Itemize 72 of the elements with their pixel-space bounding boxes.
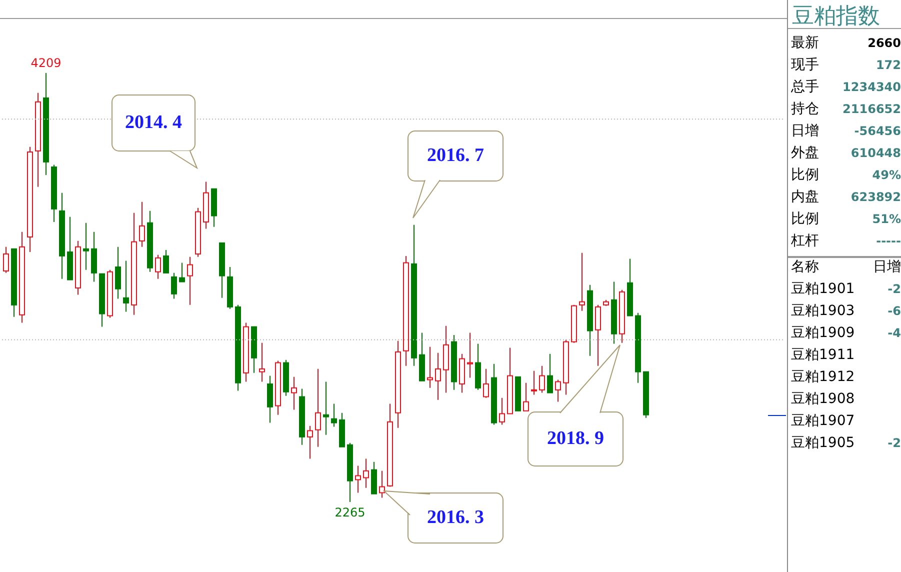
candlestick [259,342,265,382]
text: 豆粕1905 [791,434,855,453]
candlestick [3,246,9,274]
text: 1234340 [842,79,901,96]
text: 51% [872,211,901,228]
candlestick [467,332,473,378]
text: 豆粕1903 [791,302,855,321]
text: 2660 [868,35,901,52]
candlestick [123,260,129,312]
text: 比例 [791,210,819,229]
candlestick [435,352,441,400]
text: 名称 [791,258,819,277]
text: -4 [888,325,901,342]
text: -56456 [854,123,901,140]
text: 豆粕1912 [791,368,855,387]
candlestick [291,376,297,410]
text: 2016. 3 [408,493,503,543]
text: 内盘 [791,188,819,207]
candlestick [579,252,585,312]
candlestick [187,256,193,306]
candlestick [531,370,537,396]
text: -2 [888,435,901,452]
text: 豆粕1907 [791,412,855,431]
text: 623892 [850,189,901,206]
text: 豆粕指数 [792,3,880,31]
candlestick [355,465,361,494]
text: 豆粕1911 [791,346,855,365]
text: 610448 [850,145,901,162]
text: -2 [888,281,901,298]
candlestick [499,397,505,426]
annotation: 2014. 4 [112,95,195,151]
candlestick [307,425,313,460]
text: 2116652 [842,101,901,118]
text: 比例 [791,166,819,185]
candlestick [539,365,545,394]
annotation: 2018. 9 [528,412,623,466]
text: 总手 [791,78,819,97]
candlestick [483,368,489,398]
candlestick [115,246,121,300]
candlestick [555,379,561,402]
text: 最新 [791,34,819,53]
text: -6 [888,303,901,320]
text: 豆粕1908 [791,390,855,409]
candlestick [315,368,321,448]
text: ----- [876,233,901,250]
candlestick [595,304,601,366]
text: 日增 [873,258,901,277]
annotation: 2016. 7 [408,131,503,181]
candlestick [155,254,161,280]
annotation: 2265 [334,506,366,520]
text: 日增 [791,122,819,141]
candlestick [523,382,529,412]
candlestick [331,403,337,428]
text: 豆粕1901 [791,280,855,299]
text: 持仓 [791,100,819,119]
candlestick [379,470,385,498]
text: 49% [872,167,901,184]
candlestick [267,375,273,424]
text: 豆粕1909 [791,324,855,343]
candlestick [83,222,89,270]
candlestick [163,249,169,274]
text: 172 [876,57,901,74]
candlestick [363,458,369,488]
candlestick [179,262,185,282]
text: 杠杆 [791,232,819,251]
text: 现手 [791,56,819,75]
candlestick [547,353,553,394]
candlestick [171,272,177,300]
candlestick [139,201,145,248]
annotation: 4209 [30,56,62,70]
candlestick [323,381,329,436]
text: 外盘 [791,144,819,163]
